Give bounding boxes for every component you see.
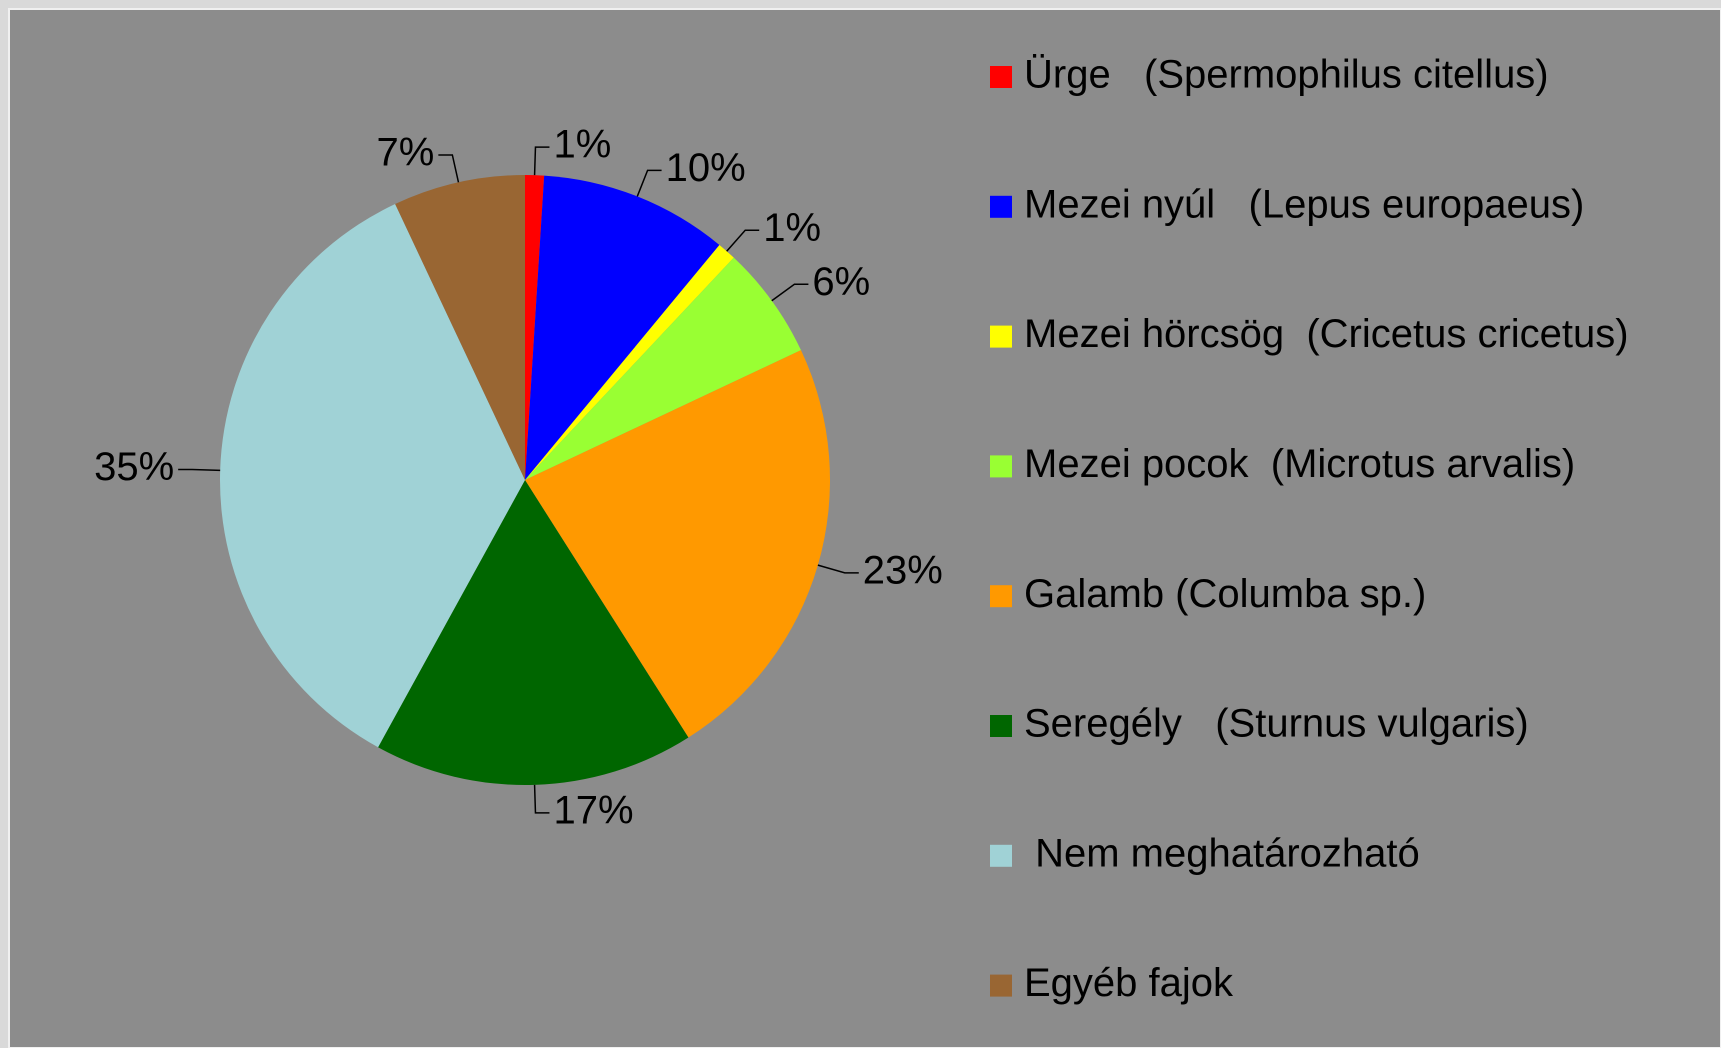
legend-swatch xyxy=(990,974,1012,997)
legend-swatch xyxy=(990,585,1012,608)
legend-swatch xyxy=(990,455,1012,478)
data-label: 23% xyxy=(863,548,943,592)
leader-line xyxy=(178,468,221,472)
pie-slice xyxy=(378,480,689,785)
legend-swatch xyxy=(990,325,1012,348)
leader-line xyxy=(533,784,550,814)
legend-swatch xyxy=(990,66,1012,88)
legend-label: Nem meghatározható xyxy=(1024,831,1420,875)
legend-label: Galamb (Columba sp.) xyxy=(1024,572,1426,616)
data-label: 1% xyxy=(553,123,611,167)
legend-label: Egyéb fajok xyxy=(1024,961,1234,1005)
leader-line xyxy=(726,229,760,252)
pie-slice xyxy=(525,257,801,480)
data-label: 7% xyxy=(377,131,435,175)
leader-line xyxy=(438,154,460,183)
data-label: 1% xyxy=(763,206,821,250)
data-label: 6% xyxy=(812,260,870,304)
leader-line xyxy=(636,169,662,197)
leader-line xyxy=(771,283,809,302)
pie-slice xyxy=(525,175,545,480)
legend-swatch xyxy=(990,715,1012,737)
pie-slice xyxy=(219,204,526,748)
pie-slice xyxy=(525,175,720,480)
legend-label: Ürge (Spermophilus citellus) xyxy=(1024,53,1549,97)
data-label: 17% xyxy=(553,788,633,832)
legend-swatch xyxy=(990,844,1012,867)
data-label: 10% xyxy=(666,146,746,190)
legend-label: Seregély (Sturnus vulgaris) xyxy=(1024,702,1529,746)
pie-slice xyxy=(525,350,830,738)
legend-label: Mezei hörcsög (Cricetus cricetus) xyxy=(1024,312,1629,356)
legend-label: Mezei pocok (Microtus arvalis) xyxy=(1024,442,1575,486)
data-label: 35% xyxy=(94,445,174,489)
leader-line xyxy=(533,146,550,176)
leader-line xyxy=(817,564,859,574)
pie-slice xyxy=(525,244,734,480)
legend-swatch xyxy=(990,195,1012,218)
legend-label: Mezei nyúl (Lepus europaeus) xyxy=(1024,182,1584,226)
pie-slice xyxy=(395,175,525,480)
